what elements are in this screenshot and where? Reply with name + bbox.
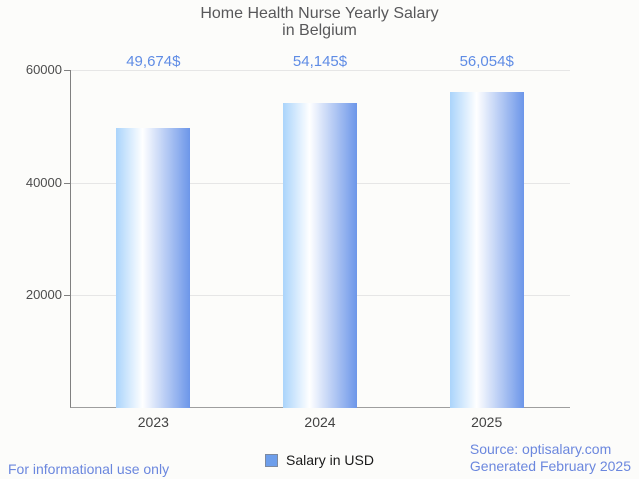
source-block: Source: optisalary.com Generated Februar…: [470, 441, 631, 475]
y-tick-label-40000: 40000: [25, 175, 62, 190]
bar-value-label-2023: 49,674$: [126, 53, 181, 70]
bar-2024: [283, 102, 357, 408]
bar-2023: [116, 128, 191, 408]
gridline-60000: [71, 70, 570, 71]
generated-text: Generated February 2025: [469, 458, 631, 474]
bars-container: [70, 70, 570, 408]
legend: Salary in USD: [0, 452, 639, 468]
x-tick-label-2023: 2023: [137, 414, 169, 430]
y-tick-mark: [64, 183, 70, 184]
legend-swatch-icon: [265, 453, 279, 467]
x-tick-label-2024: 2024: [304, 414, 336, 430]
chart-title-line1: Home Health Nurse Yearly Salary: [200, 5, 439, 22]
bar-value-label-2024: 54,145$: [292, 53, 348, 70]
chart-title-line2: in Belgium: [282, 22, 357, 39]
value-label-row: 49,674$ 54,145$ 56,054$: [70, 53, 570, 71]
y-tick-label-20000: 20000: [25, 287, 62, 302]
source-text: Source: optisalary.com: [469, 441, 612, 457]
y-tick-label-60000: 60000: [25, 62, 62, 77]
bar-group-2023: [70, 70, 237, 408]
x-axis-labels: 2023 2024 2025: [70, 414, 570, 432]
x-tick-label-2025: 2025: [471, 414, 503, 430]
bar-group-2024: [237, 70, 404, 408]
legend-label: Salary in USD: [286, 452, 374, 468]
bar-group-2025: [403, 70, 570, 408]
y-tick-mark: [64, 70, 70, 71]
bar-2025: [449, 92, 524, 408]
y-tick-mark: [64, 295, 70, 296]
chart-title: Home Health Nurse Yearly Salary in Belgi…: [0, 5, 639, 39]
disclaimer-text: For informational use only: [8, 461, 170, 477]
bar-value-label-2025: 56,054$: [459, 53, 514, 70]
